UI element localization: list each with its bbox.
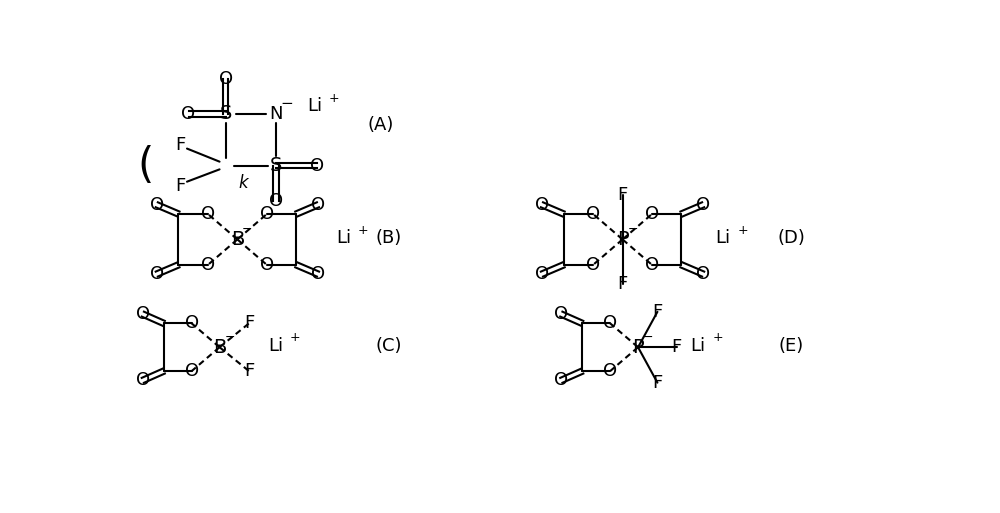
Text: O: O bbox=[150, 196, 164, 214]
Text: −: − bbox=[643, 331, 653, 344]
Text: O: O bbox=[645, 205, 659, 223]
Text: O: O bbox=[535, 196, 549, 214]
Text: +: + bbox=[358, 224, 368, 236]
Text: O: O bbox=[603, 362, 617, 380]
Text: P: P bbox=[632, 338, 644, 357]
Text: O: O bbox=[185, 362, 199, 380]
Text: Li: Li bbox=[268, 337, 284, 354]
Text: O: O bbox=[219, 70, 233, 88]
Text: F: F bbox=[617, 275, 628, 293]
Text: O: O bbox=[150, 265, 164, 283]
Text: Li: Li bbox=[307, 97, 322, 115]
Text: (C): (C) bbox=[375, 337, 402, 354]
Text: S: S bbox=[220, 105, 232, 124]
Text: O: O bbox=[603, 314, 617, 332]
Text: (E): (E) bbox=[779, 337, 804, 354]
Text: (A): (A) bbox=[368, 116, 394, 134]
Text: O: O bbox=[185, 314, 199, 332]
Text: Li: Li bbox=[716, 229, 731, 247]
Text: F: F bbox=[176, 176, 186, 194]
Text: O: O bbox=[311, 265, 325, 283]
Text: −: − bbox=[281, 95, 293, 111]
Text: −: − bbox=[224, 331, 235, 344]
Text: F: F bbox=[176, 136, 186, 154]
Text: −: − bbox=[242, 223, 253, 236]
Text: O: O bbox=[535, 265, 549, 283]
Text: F: F bbox=[652, 373, 663, 391]
Text: Li: Li bbox=[691, 337, 706, 354]
Text: k: k bbox=[239, 174, 248, 192]
Text: F: F bbox=[617, 186, 628, 204]
Text: −: − bbox=[627, 223, 638, 236]
Text: O: O bbox=[201, 256, 215, 274]
Text: (: ( bbox=[138, 145, 154, 187]
Text: F: F bbox=[652, 303, 663, 321]
Text: +: + bbox=[712, 331, 723, 345]
Text: O: O bbox=[136, 305, 150, 323]
Text: O: O bbox=[136, 371, 150, 389]
Text: F: F bbox=[244, 362, 254, 380]
Text: O: O bbox=[554, 305, 568, 323]
Text: O: O bbox=[645, 256, 659, 274]
Text: O: O bbox=[181, 105, 196, 123]
Text: (D): (D) bbox=[778, 229, 805, 247]
Text: Li: Li bbox=[336, 229, 351, 247]
Text: P: P bbox=[617, 230, 628, 249]
Text: F: F bbox=[244, 314, 254, 332]
Text: +: + bbox=[290, 331, 301, 345]
Text: (B): (B) bbox=[375, 229, 402, 247]
Text: O: O bbox=[260, 256, 274, 274]
Text: O: O bbox=[696, 196, 710, 214]
Text: O: O bbox=[310, 156, 324, 174]
Text: O: O bbox=[586, 256, 600, 274]
Text: S: S bbox=[270, 156, 282, 175]
Text: B: B bbox=[231, 230, 244, 249]
Text: O: O bbox=[201, 205, 215, 223]
Text: +: + bbox=[737, 224, 748, 236]
Text: O: O bbox=[586, 205, 600, 223]
Text: +: + bbox=[329, 92, 339, 105]
Text: O: O bbox=[260, 205, 274, 223]
Text: O: O bbox=[554, 371, 568, 389]
Text: B: B bbox=[213, 338, 226, 357]
Text: O: O bbox=[696, 265, 710, 283]
Text: O: O bbox=[311, 196, 325, 214]
Text: N: N bbox=[269, 105, 283, 123]
Text: O: O bbox=[269, 192, 283, 210]
Text: F: F bbox=[672, 338, 682, 356]
